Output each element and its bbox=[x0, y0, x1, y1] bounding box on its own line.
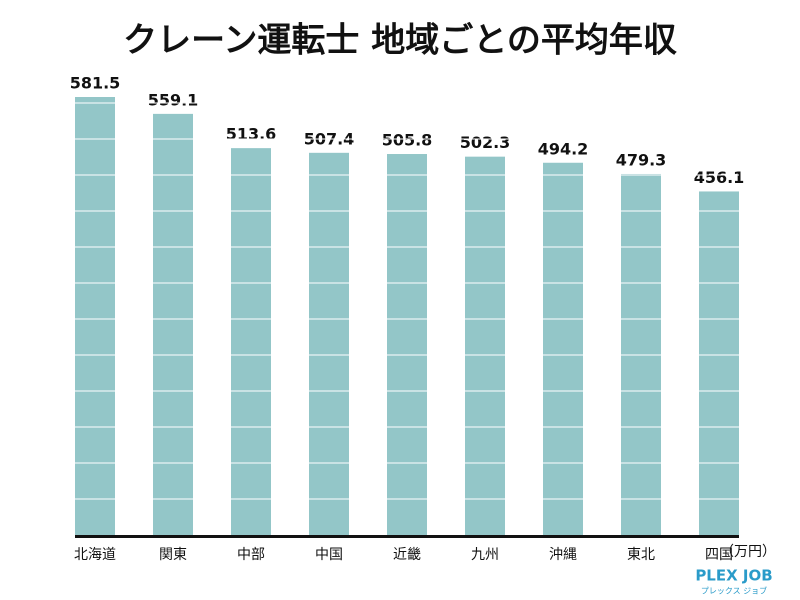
x-tick-label: 中部 bbox=[237, 547, 265, 563]
bar bbox=[231, 148, 271, 536]
bar bbox=[543, 162, 583, 536]
value-label: 494.2 bbox=[538, 139, 589, 158]
chart-title: クレーン運転士 地域ごとの平均年収 bbox=[123, 21, 677, 61]
x-tick-label: 中国 bbox=[315, 547, 343, 563]
bar bbox=[387, 154, 427, 535]
bar bbox=[75, 97, 115, 535]
bar bbox=[153, 113, 193, 536]
value-label: 505.8 bbox=[382, 131, 433, 150]
value-label: 502.3 bbox=[460, 133, 511, 152]
value-label: 581.5 bbox=[70, 74, 121, 93]
value-label: 479.3 bbox=[616, 150, 667, 169]
logo-subtitle: プレックス ジョブ bbox=[701, 586, 767, 596]
x-tick-label: 沖縄 bbox=[549, 547, 577, 563]
x-tick-label: 九州 bbox=[471, 547, 499, 563]
bar bbox=[699, 191, 739, 535]
bar bbox=[621, 173, 661, 535]
value-label: 456.1 bbox=[694, 168, 745, 187]
bar bbox=[309, 152, 349, 535]
x-tick-label: 関東 bbox=[159, 547, 187, 563]
unit-label: （万円） bbox=[720, 544, 776, 560]
x-tick-label: 四国 bbox=[705, 547, 733, 563]
x-tick-label: 近畿 bbox=[393, 547, 421, 563]
logo-name: PLEX JOB bbox=[695, 567, 772, 585]
bar bbox=[465, 156, 505, 535]
value-label: 559.1 bbox=[148, 90, 199, 109]
value-label: 513.6 bbox=[226, 125, 277, 144]
x-tick-label: 北海道 bbox=[74, 547, 116, 563]
x-tick-label: 東北 bbox=[627, 547, 655, 563]
